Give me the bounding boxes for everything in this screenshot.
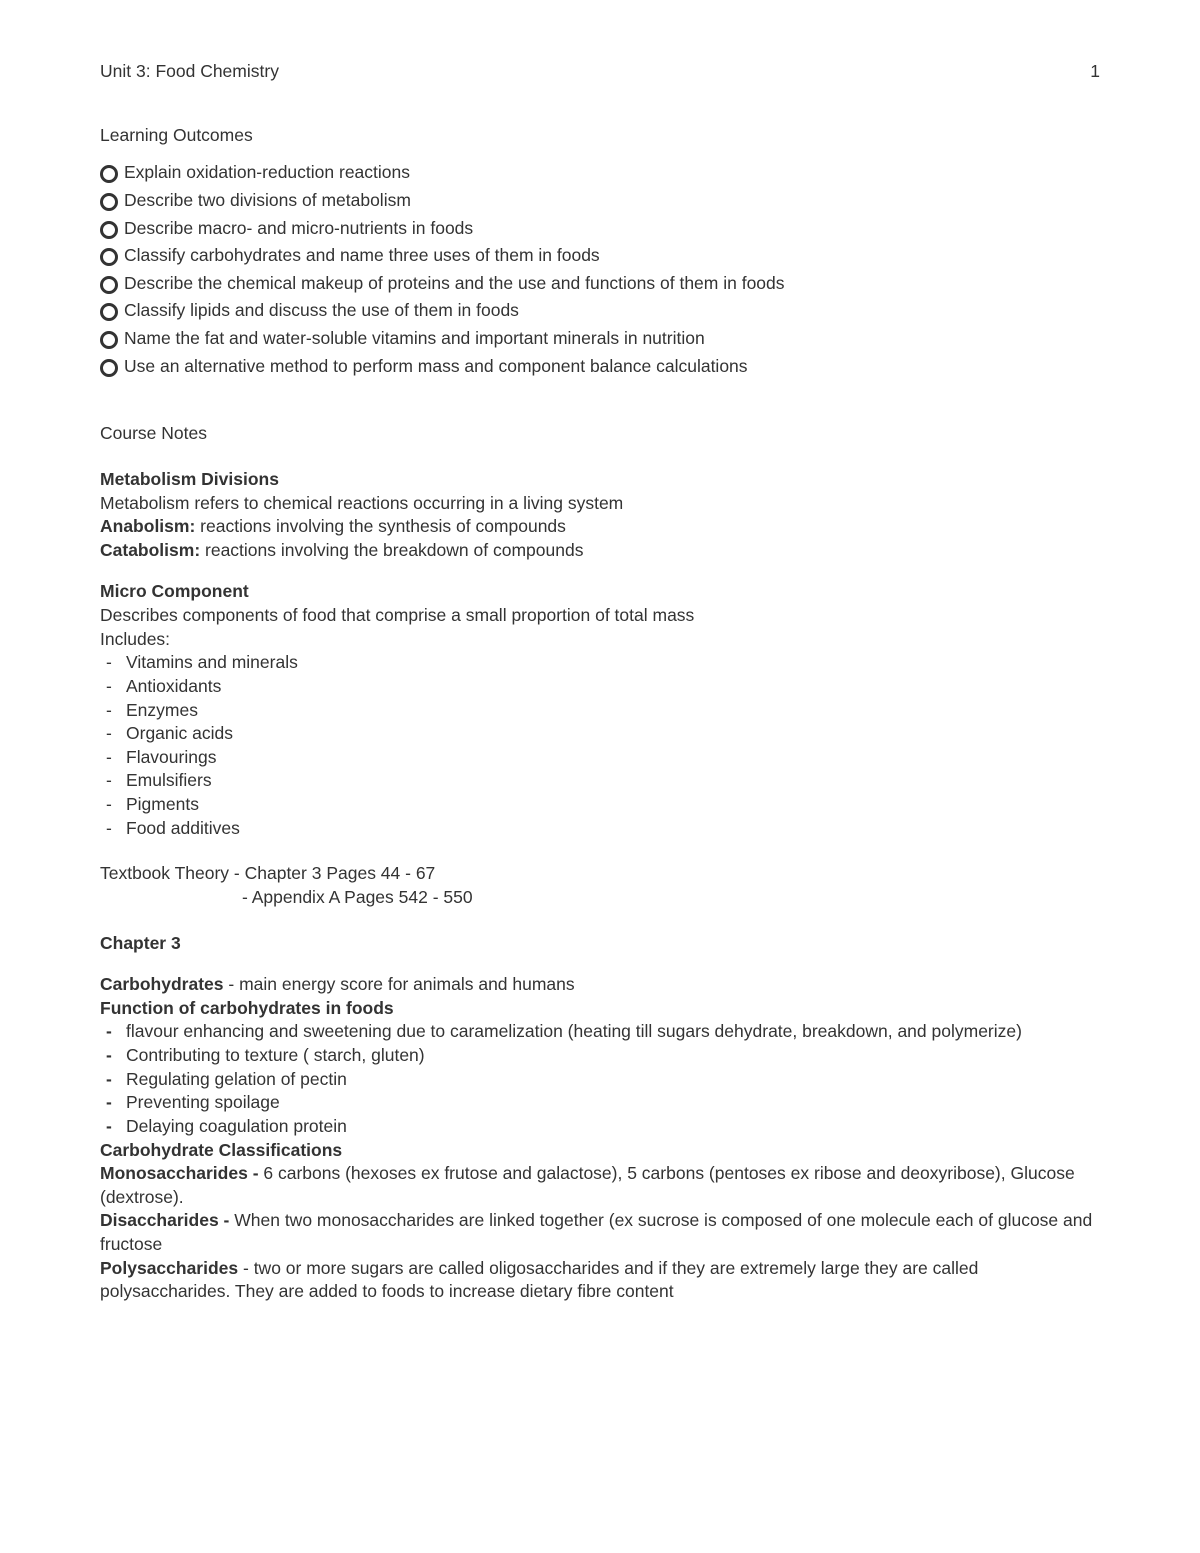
micro-item: Enzymes (100, 699, 1100, 723)
outcome-item: Name the fat and water-soluble vitamins … (100, 327, 1100, 351)
metabolism-block: Metabolism Divisions Metabolism refers t… (100, 468, 1100, 563)
outcome-item: Describe macro- and micro-nutrients in f… (100, 217, 1100, 241)
metabolism-heading: Metabolism Divisions (100, 468, 1100, 492)
chapter3-heading: Chapter 3 (100, 932, 1100, 956)
micro-component-heading: Micro Component (100, 580, 1100, 604)
page-number: 1 (1090, 60, 1100, 84)
function-heading: Function of carbohydrates in foods (100, 997, 1100, 1021)
outcome-item: Classify lipids and discuss the use of t… (100, 299, 1100, 323)
catabolism-line: Catabolism: reactions involving the brea… (100, 539, 1100, 563)
poly-label: Polysaccharides (100, 1258, 238, 1278)
micro-item: Food additives (100, 817, 1100, 841)
carbohydrates-label: Carbohydrates (100, 974, 224, 994)
function-item: Contributing to texture ( starch, gluten… (100, 1044, 1100, 1068)
micro-item: Emulsifiers (100, 769, 1100, 793)
textbook-theory-block: Textbook Theory - Chapter 3 Pages 44 - 6… (100, 862, 1100, 909)
catabolism-label: Catabolism: (100, 540, 200, 560)
micro-item: Pigments (100, 793, 1100, 817)
unit-title: Unit 3: Food Chemistry (100, 60, 279, 84)
outcome-item: Use an alternative method to perform mas… (100, 355, 1100, 379)
micro-component-block: Micro Component Describes components of … (100, 580, 1100, 840)
micro-component-desc: Describes components of food that compri… (100, 604, 1100, 628)
polysaccharides-line: Polysaccharides - two or more sugars are… (100, 1257, 1100, 1304)
micro-component-list: Vitamins and minerals Antioxidants Enzym… (100, 651, 1100, 840)
micro-item: Organic acids (100, 722, 1100, 746)
anabolism-line: Anabolism: reactions involving the synth… (100, 515, 1100, 539)
mono-label: Monosaccharides - (100, 1163, 259, 1183)
classifications-heading: Carbohydrate Classifications (100, 1139, 1100, 1163)
learning-outcomes-title: Learning Outcomes (100, 124, 1100, 148)
di-label: Disaccharides - (100, 1210, 229, 1230)
di-text: When two monosaccharides are linked toge… (100, 1210, 1092, 1254)
learning-outcomes-list: Explain oxidation-reduction reactions De… (100, 161, 1100, 378)
course-notes-title: Course Notes (100, 422, 1100, 446)
outcome-item: Describe two divisions of metabolism (100, 189, 1100, 213)
outcome-item: Explain oxidation-reduction reactions (100, 161, 1100, 185)
micro-item: Vitamins and minerals (100, 651, 1100, 675)
document-header: Unit 3: Food Chemistry 1 (100, 60, 1100, 84)
includes-label: Includes: (100, 628, 1100, 652)
textbook-line2: - Appendix A Pages 542 - 550 (100, 886, 1100, 910)
catabolism-text: reactions involving the breakdown of com… (200, 540, 583, 560)
micro-item: Flavourings (100, 746, 1100, 770)
function-item: Regulating gelation of pectin (100, 1068, 1100, 1092)
function-item: flavour enhancing and sweetening due to … (100, 1020, 1100, 1044)
monosaccharides-line: Monosaccharides - 6 carbons (hexoses ex … (100, 1162, 1100, 1209)
disaccharides-line: Disaccharides - When two monosaccharides… (100, 1209, 1100, 1256)
function-list: flavour enhancing and sweetening due to … (100, 1020, 1100, 1138)
outcome-item: Classify carbohydrates and name three us… (100, 244, 1100, 268)
function-item: Delaying coagulation protein (100, 1115, 1100, 1139)
metabolism-intro: Metabolism refers to chemical reactions … (100, 492, 1100, 516)
function-item: Preventing spoilage (100, 1091, 1100, 1115)
textbook-line1: Textbook Theory - Chapter 3 Pages 44 - 6… (100, 862, 1100, 886)
carbohydrates-text: - main energy score for animals and huma… (224, 974, 575, 994)
anabolism-label: Anabolism: (100, 516, 195, 536)
anabolism-text: reactions involving the synthesis of com… (195, 516, 566, 536)
carbohydrates-line: Carbohydrates - main energy score for an… (100, 973, 1100, 997)
micro-item: Antioxidants (100, 675, 1100, 699)
outcome-item: Describe the chemical makeup of proteins… (100, 272, 1100, 296)
